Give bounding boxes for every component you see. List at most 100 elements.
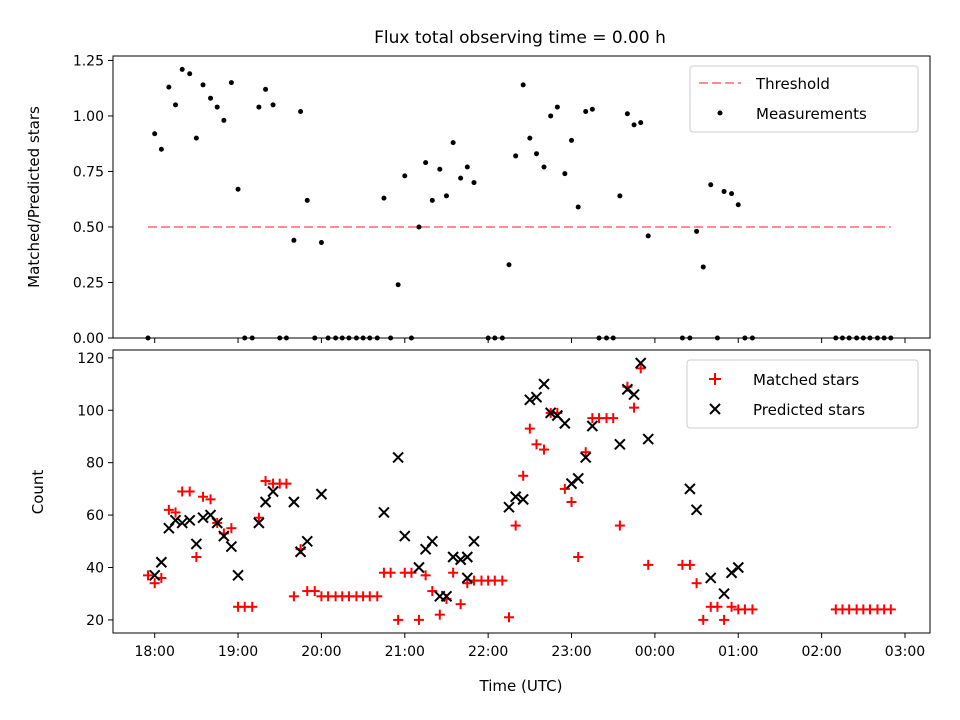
measurement-point bbox=[208, 95, 214, 101]
measurement-point bbox=[694, 228, 700, 234]
top-chart-title: Flux total observing time = 0.00 h bbox=[374, 28, 666, 48]
predicted-star-point bbox=[538, 378, 550, 390]
matched-star-point bbox=[260, 476, 271, 487]
bottom-y-tick-label: 60 bbox=[86, 508, 104, 524]
matched-star-point bbox=[510, 520, 521, 531]
matched-star-point bbox=[455, 599, 466, 610]
measurement-point bbox=[360, 335, 366, 341]
matched-star-point bbox=[691, 578, 702, 589]
predicted-star-point bbox=[468, 535, 480, 547]
measurement-point bbox=[270, 102, 276, 108]
predicted-star-point bbox=[524, 394, 536, 406]
bottom-x-ticks: 18:00 19:00 20:00 21:00 22:00 23:00 00:00 01:00… bbox=[135, 633, 925, 660]
measurement-point bbox=[416, 224, 422, 230]
measurement-point bbox=[749, 335, 755, 341]
matched-star-point bbox=[885, 604, 896, 615]
predicted-star-point bbox=[642, 433, 654, 445]
measurement-point bbox=[166, 84, 172, 90]
measurement-point bbox=[854, 335, 860, 341]
measurement-point bbox=[735, 202, 741, 208]
top-chart: 0.00 0.25 0.50 0.75 1.00 1.25 Matched/Predict… bbox=[25, 53, 931, 347]
predicted-star-point bbox=[718, 587, 730, 600]
bottom-x-tick-label: 20:00 bbox=[301, 644, 341, 660]
predicted-star-point bbox=[559, 417, 571, 430]
measurement-point bbox=[318, 240, 324, 246]
bottom-y-tick-label: 20 bbox=[86, 613, 104, 629]
measurement-point bbox=[881, 335, 887, 341]
measurement-point bbox=[450, 140, 456, 146]
predicted-star-point bbox=[503, 501, 515, 513]
legend-matched-label: Matched stars bbox=[753, 371, 859, 389]
predicted-star-point bbox=[565, 477, 578, 490]
predicted-star-point bbox=[621, 383, 634, 396]
measurement-point bbox=[152, 131, 158, 137]
measurement-point bbox=[402, 173, 408, 179]
measurement-point bbox=[638, 120, 644, 126]
measurement-point bbox=[645, 233, 651, 239]
predicted-star-point bbox=[454, 553, 467, 566]
predicted-star-point bbox=[218, 530, 230, 542]
predicted-star-point bbox=[635, 357, 647, 369]
bottom-chart-frame bbox=[112, 349, 931, 634]
predicted-star-point bbox=[267, 485, 279, 498]
legend-predicted-swatch bbox=[709, 403, 721, 415]
measurement-point bbox=[846, 335, 852, 341]
measurement-point bbox=[263, 86, 269, 92]
predicted-star-point bbox=[461, 551, 474, 563]
predicted-star-point bbox=[684, 483, 696, 495]
matched-star-point bbox=[643, 559, 654, 570]
predicted-star-point bbox=[259, 496, 272, 508]
top-y-tick-label: 1.00 bbox=[73, 109, 104, 125]
matched-star-point bbox=[635, 363, 646, 374]
bottom-x-tick-label: 19:00 bbox=[218, 644, 258, 660]
measurement-point bbox=[283, 335, 289, 341]
measurement-point bbox=[374, 335, 380, 341]
measurement-point bbox=[596, 335, 602, 341]
bottom-legend: Matched stars Predicted stars bbox=[686, 359, 919, 429]
bottom-y-axis-label: Count bbox=[29, 470, 47, 515]
matched-star-point bbox=[503, 612, 514, 623]
predicted-star-point bbox=[253, 517, 265, 529]
measurement-point bbox=[145, 335, 151, 341]
predicted-star-point bbox=[183, 514, 196, 527]
measurement-point bbox=[325, 335, 331, 341]
matched-star-point bbox=[518, 470, 529, 481]
measurement-point bbox=[395, 282, 401, 288]
measurement-point bbox=[429, 197, 435, 203]
matched-star-point bbox=[434, 609, 445, 620]
measurement-point bbox=[381, 195, 387, 201]
matched-star-point bbox=[149, 578, 160, 589]
bottom-x-tick-label: 21:00 bbox=[385, 644, 425, 660]
measurement-point bbox=[485, 335, 491, 341]
bottom-y-tick-label: 40 bbox=[86, 560, 104, 576]
top-chart-frame bbox=[112, 55, 931, 339]
measurement-point bbox=[464, 164, 470, 170]
measurement-point bbox=[833, 335, 839, 341]
bottom-x-tick-label: 23:00 bbox=[551, 644, 591, 660]
measurement-point bbox=[277, 335, 283, 341]
top-y-ticks: 0.00 0.25 0.50 0.75 1.00 1.25 bbox=[73, 53, 113, 347]
predicted-star-point bbox=[732, 561, 744, 574]
predicted-star-point bbox=[509, 491, 522, 503]
predicted-star-point bbox=[169, 514, 182, 527]
matched-star-point bbox=[524, 423, 535, 434]
matched-star-point bbox=[163, 504, 174, 515]
matched-star-point bbox=[288, 591, 299, 602]
matched-star-point bbox=[184, 486, 195, 497]
matched-star-point bbox=[170, 507, 181, 518]
measurement-point bbox=[867, 335, 873, 341]
predicted-star-point bbox=[572, 472, 584, 485]
matched-star-point bbox=[462, 578, 473, 589]
matched-star-point bbox=[629, 402, 640, 413]
measurement-point bbox=[228, 80, 234, 86]
measurement-point bbox=[679, 335, 685, 341]
measurement-point bbox=[624, 111, 630, 117]
measurement-point bbox=[298, 109, 304, 115]
measurement-point bbox=[221, 117, 227, 123]
predicted-star-point bbox=[399, 530, 411, 542]
predicted-star-point bbox=[211, 517, 223, 529]
measurement-point bbox=[408, 335, 414, 341]
measurement-point bbox=[687, 335, 693, 341]
top-y-tick-label: 0.25 bbox=[73, 275, 104, 291]
